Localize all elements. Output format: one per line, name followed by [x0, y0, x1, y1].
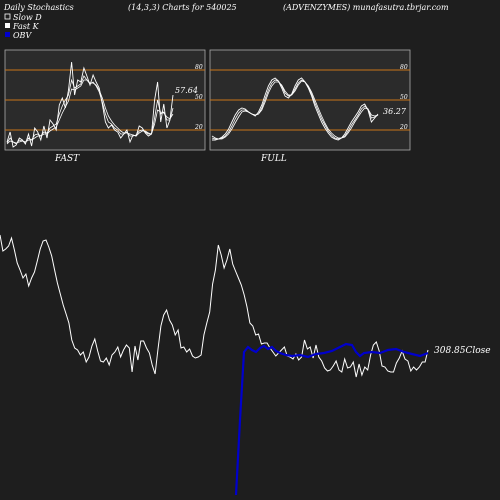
legend-slow-d: Slow D — [13, 13, 42, 22]
fast-series-line-2 — [6, 79, 174, 145]
full-series-line-1 — [211, 79, 379, 140]
fast-stoch-plot: 20 50 80 — [5, 61, 205, 148]
full-label: FULL — [260, 154, 287, 164]
obv-swatch — [5, 32, 10, 37]
full-series-line-0 — [212, 77, 379, 141]
fast-last-value: 57.64 — [175, 86, 198, 95]
fast-series-line-1 — [6, 75, 174, 145]
legend-obv: OBV — [13, 31, 32, 40]
fast-label: FAST — [54, 154, 80, 164]
legend-fast-k: Fast K — [12, 22, 40, 31]
full-series-line-2 — [211, 80, 379, 140]
close-price-line — [0, 234, 429, 378]
close-label: 308.85Close — [434, 346, 491, 356]
full-ytick-80: 80 — [400, 64, 408, 71]
header-left: Daily Stochastics — [3, 3, 74, 12]
header-middle: (14,3,3) Charts for 540025 — [128, 3, 237, 12]
obv-line — [234, 342, 429, 496]
fast-ytick-50: 50 — [195, 94, 203, 101]
full-last-value: 36.27 — [383, 107, 407, 116]
fast-ytick-20: 20 — [194, 124, 203, 131]
price-obv-plot — [0, 234, 429, 496]
full-stoch-plot: 20 50 80 — [210, 64, 410, 141]
fast-ytick-80: 80 — [195, 64, 203, 71]
fast-k-swatch — [5, 23, 10, 28]
full-ytick-20: 20 — [399, 124, 408, 131]
slow-d-swatch — [4, 13, 11, 20]
fast-series-line-0 — [6, 61, 174, 148]
full-ytick-50: 50 — [400, 94, 408, 101]
header-right: (ADVENZYMES) munafasutra.tbrjar.com — [283, 3, 449, 12]
